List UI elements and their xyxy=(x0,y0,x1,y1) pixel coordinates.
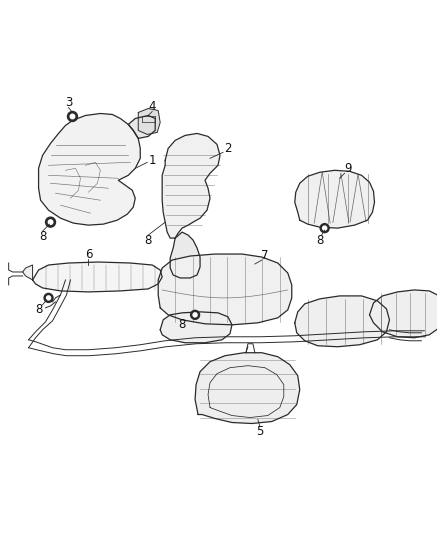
Text: 8: 8 xyxy=(35,303,42,317)
Polygon shape xyxy=(162,133,220,238)
Circle shape xyxy=(323,226,327,230)
Polygon shape xyxy=(195,353,300,424)
Circle shape xyxy=(46,217,56,227)
Polygon shape xyxy=(158,254,292,325)
Circle shape xyxy=(46,296,50,300)
Polygon shape xyxy=(160,312,232,343)
Text: 6: 6 xyxy=(85,247,92,261)
Text: 8: 8 xyxy=(145,233,152,247)
Text: 5: 5 xyxy=(256,425,264,438)
Circle shape xyxy=(44,293,53,302)
Circle shape xyxy=(191,310,200,319)
Text: 8: 8 xyxy=(316,233,323,247)
Polygon shape xyxy=(128,116,155,139)
Polygon shape xyxy=(295,171,374,228)
Text: 8: 8 xyxy=(178,318,186,332)
Polygon shape xyxy=(39,114,140,225)
Polygon shape xyxy=(170,232,200,278)
Circle shape xyxy=(67,111,78,122)
Polygon shape xyxy=(370,290,438,338)
Circle shape xyxy=(70,114,75,119)
Polygon shape xyxy=(295,296,389,347)
Text: 3: 3 xyxy=(65,96,72,109)
Circle shape xyxy=(320,224,329,232)
Circle shape xyxy=(193,313,197,317)
Text: 4: 4 xyxy=(148,100,156,113)
Circle shape xyxy=(48,220,53,224)
Text: 2: 2 xyxy=(224,142,232,155)
Text: 7: 7 xyxy=(261,248,268,262)
Text: 8: 8 xyxy=(39,230,46,243)
Text: 9: 9 xyxy=(344,162,351,175)
Text: 1: 1 xyxy=(148,154,156,167)
Polygon shape xyxy=(138,109,160,134)
Polygon shape xyxy=(23,265,32,280)
Polygon shape xyxy=(32,262,162,292)
